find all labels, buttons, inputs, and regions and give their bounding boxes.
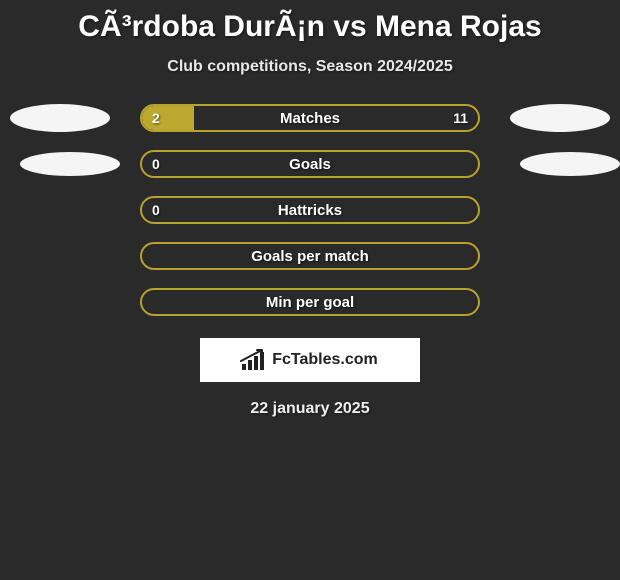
page-subtitle: Club competitions, Season 2024/2025 xyxy=(167,58,452,76)
stat-row: 0Hattricks xyxy=(0,196,620,224)
stat-bar: 0Hattricks xyxy=(140,196,480,224)
player-left-oval xyxy=(10,104,110,132)
stat-left-value: 2 xyxy=(152,106,160,130)
stat-bar: 0Goals xyxy=(140,150,480,178)
stat-label: Hattricks xyxy=(142,198,478,222)
stat-row: 211Matches xyxy=(0,104,620,132)
stat-label: Goals per match xyxy=(142,244,478,268)
date-label: 22 january 2025 xyxy=(250,400,369,418)
comparison-infographic: CÃ³rdoba DurÃ¡n vs Mena Rojas Club compe… xyxy=(0,0,620,580)
player-right-oval xyxy=(510,104,610,132)
stat-left-value: 0 xyxy=(152,152,160,176)
stat-bar: Min per goal xyxy=(140,288,480,316)
stat-right-value: 11 xyxy=(453,106,468,130)
stat-bar-fill xyxy=(142,106,194,130)
branding-text: FcTables.com xyxy=(272,351,378,369)
stat-row: Goals per match xyxy=(0,242,620,270)
branding-chart-icon xyxy=(242,350,266,370)
player-left-oval xyxy=(20,152,120,176)
stat-bar: Goals per match xyxy=(140,242,480,270)
branding-box: FcTables.com xyxy=(200,338,420,382)
stat-label: Min per goal xyxy=(142,290,478,314)
stat-label: Goals xyxy=(142,152,478,176)
stat-bar: 211Matches xyxy=(140,104,480,132)
stat-row: 0Goals xyxy=(0,150,620,178)
stat-left-value: 0 xyxy=(152,198,160,222)
stat-rows: 211Matches0Goals0HattricksGoals per matc… xyxy=(0,104,620,316)
player-right-oval xyxy=(520,152,620,176)
page-title: CÃ³rdoba DurÃ¡n vs Mena Rojas xyxy=(78,10,541,44)
stat-row: Min per goal xyxy=(0,288,620,316)
